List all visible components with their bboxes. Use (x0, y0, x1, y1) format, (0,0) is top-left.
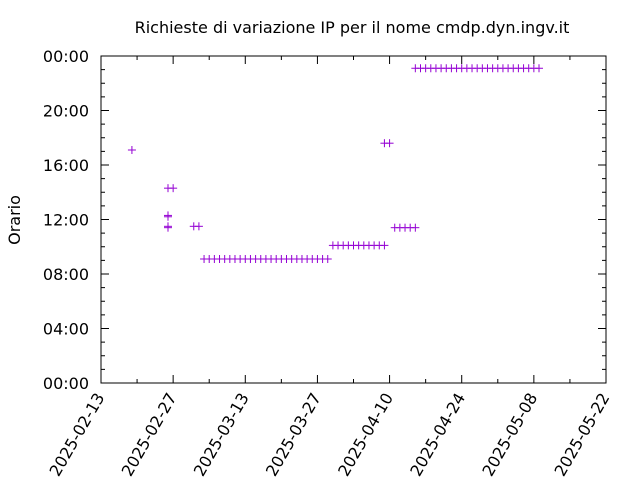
y-axis-label: Orario (5, 195, 24, 245)
y-tick-label: 08:00 (43, 265, 89, 284)
data-point (163, 212, 172, 221)
data-point (169, 184, 178, 193)
data-point (323, 255, 332, 264)
x-axis: 2025-02-13 2025-02-27 2025-03-13 2025-03-27… (46, 56, 614, 480)
data-point (194, 222, 203, 231)
x-tick-label: 2025-03-13 (190, 390, 253, 480)
y-tick-label: 00:00 (43, 47, 89, 66)
data-point (127, 146, 136, 155)
data-point (385, 139, 394, 148)
y-tick-label: 04:00 (43, 320, 89, 339)
y-tick-label: 12:00 (43, 211, 89, 230)
data-point (411, 223, 420, 232)
x-tick-label: 2025-03-27 (262, 390, 325, 480)
x-tick-label: 2025-02-27 (118, 390, 181, 480)
x-tick-label: 2025-02-13 (46, 390, 109, 480)
y-axis: 00:00 04:00 08:00 12:00 16:00 20:00 00:00 (43, 47, 606, 393)
x-tick-label: 2025-05-22 (551, 390, 614, 480)
x-tick-label: 2025-04-10 (334, 390, 397, 480)
data-point (380, 241, 389, 250)
y-tick-label: 00:00 (43, 374, 89, 393)
y-tick-label: 16:00 (43, 156, 89, 175)
x-tick-label: 2025-04-24 (406, 390, 469, 480)
data-point (535, 64, 544, 73)
data-series (127, 64, 544, 264)
data-point (163, 223, 172, 232)
x-tick-label: 2025-05-08 (478, 390, 541, 480)
y-tick-label: 20:00 (43, 102, 89, 121)
plot-frame (100, 55, 607, 384)
chart-title: Richieste di variazione IP per il nome c… (135, 18, 570, 37)
